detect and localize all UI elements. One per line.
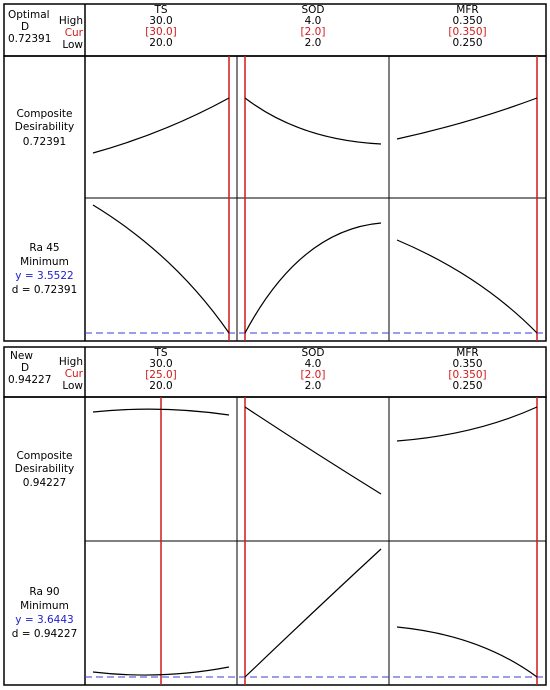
panel-1-composite-value: 0.72391: [22, 136, 67, 148]
panel-1-high-label: High: [58, 15, 83, 27]
panel-1-factor-sod-name: SOD: [301, 4, 325, 16]
panel-2-factor-sod-high: 4.0: [304, 358, 322, 370]
panel-2-factor-ts-high: 30.0: [149, 358, 173, 370]
panel-2-factor-sod-name: SOD: [301, 347, 325, 359]
panel-1-composite-label-1: Composite: [16, 108, 73, 120]
panel-1-factor-mfr-high: 0.350: [452, 15, 483, 27]
panel-1-response-y: y = 3.5522: [15, 270, 74, 282]
panel-2-factor-mfr-high: 0.350: [452, 358, 483, 370]
panel-1-cur-label: Cur: [64, 27, 83, 39]
panel-1-composite-ts-curve: [92, 97, 230, 154]
panel-2-composite-ts-curve: [92, 408, 230, 416]
panel-1-composite-sod-curve: [244, 97, 382, 145]
panel-1-factor-sod-low: 2.0: [304, 37, 322, 49]
panel-1-composite-mfr-curve: [396, 97, 538, 140]
panel-2-factor-mfr-low: 0.250: [452, 380, 483, 392]
panel-2-corner-d-label: D: [21, 362, 30, 374]
panel-1-corner-d-label: D: [21, 21, 30, 33]
panel-2-low-label: Low: [62, 380, 83, 392]
panel-2-corner-title: New: [10, 350, 33, 362]
panel-1-response-label-1: Ra 45: [29, 242, 60, 254]
panel-2-response-d: d = 0.94227: [11, 628, 78, 640]
panel-2-response-y: y = 3.6443: [15, 614, 74, 626]
panel-2-cur-label: Cur: [64, 368, 83, 380]
panel-2-composite-label-2: Desirability: [14, 463, 75, 475]
panel-2-corner-d-value: 0.94227: [8, 374, 52, 386]
panel-2-factor-ts-low: 20.0: [149, 380, 173, 392]
panel-2-composite-sod-curve: [244, 406, 382, 495]
panel-2-response-label-2: Minimum: [20, 600, 69, 612]
panel-1-response-label-2: Minimum: [20, 256, 69, 268]
panel-1-factor-mfr-name: MFR: [456, 4, 479, 16]
panel-1-ra-ts-curve: [92, 204, 230, 334]
panel-1-composite-label-2: Desirability: [14, 121, 75, 133]
panel-1-factor-ts-cur: [30.0]: [145, 26, 177, 38]
panel-1-factor-ts-high: 30.0: [149, 15, 173, 27]
panel-1-factor-ts-low: 20.0: [149, 37, 173, 49]
panel-1-response-d: d = 0.72391: [11, 284, 78, 296]
panel-1-factor-mfr-cur: [0.350]: [448, 26, 487, 38]
panel-2-response-label-1: Ra 90: [29, 586, 60, 598]
panel-2-factor-mfr-name: MFR: [456, 347, 479, 359]
panel-1-factor-sod-cur: [2.0]: [300, 26, 326, 38]
panel-1-factor-sod-high: 4.0: [304, 15, 322, 27]
panel-1-ra-mfr-curve: [396, 239, 538, 334]
panel-1-factor-ts-name: TS: [154, 4, 168, 16]
panel-2-ra-ts-curve: [92, 666, 230, 676]
panel-2-high-label: High: [58, 356, 83, 368]
panel-2-composite-label-1: Composite: [16, 450, 73, 462]
panel-1-factor-mfr-low: 0.250: [452, 37, 483, 49]
panel-2-composite-mfr-curve: [396, 406, 538, 442]
panel-2-factor-sod-cur: [2.0]: [300, 369, 326, 381]
panel-2-composite-value: 0.94227: [22, 477, 67, 489]
panel-1-low-label: Low: [62, 39, 83, 51]
panel-2-ra-mfr-curve: [396, 626, 538, 678]
panel-2-factor-mfr-cur: [0.350]: [448, 369, 487, 381]
panel-2-factor-ts-name: TS: [154, 347, 168, 359]
panel-2-ra-sod-curve: [244, 548, 382, 678]
panel-2-factor-ts-cur: [25.0]: [145, 369, 177, 381]
panel-1-corner-title: Optimal: [8, 9, 50, 21]
panel-2-factor-sod-low: 2.0: [304, 380, 322, 392]
panel-1-corner-d-value: 0.72391: [8, 33, 52, 45]
panel-1-ra-sod-curve: [244, 222, 382, 334]
